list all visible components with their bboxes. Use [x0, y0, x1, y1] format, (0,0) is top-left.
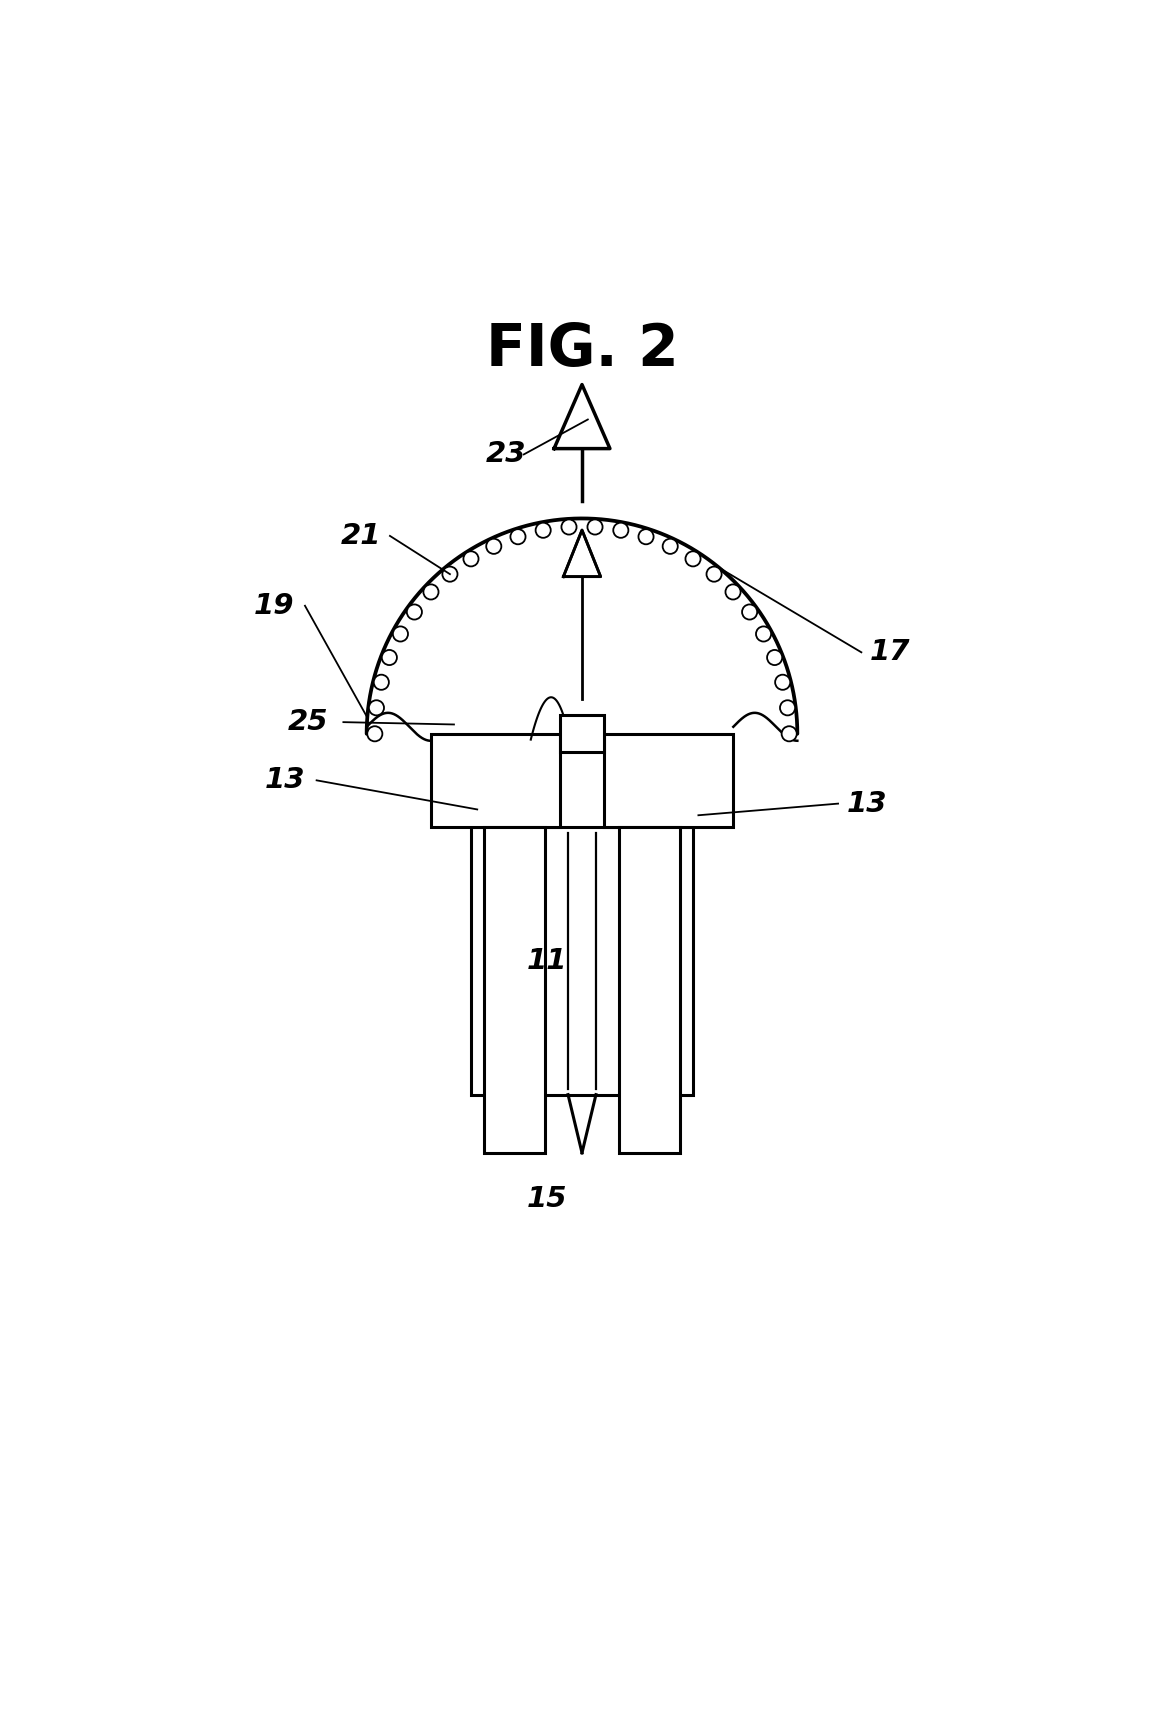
Circle shape: [424, 584, 439, 599]
Bar: [431, 734, 560, 827]
Bar: [560, 716, 604, 752]
Circle shape: [374, 675, 389, 690]
Circle shape: [510, 529, 525, 544]
Bar: [619, 827, 680, 1152]
Circle shape: [406, 604, 421, 620]
Text: 11: 11: [527, 947, 567, 974]
Circle shape: [393, 627, 409, 642]
Polygon shape: [554, 385, 610, 449]
Text: 23: 23: [487, 440, 526, 469]
Polygon shape: [563, 531, 601, 577]
Text: 19: 19: [254, 592, 293, 620]
Circle shape: [588, 519, 603, 534]
Bar: [604, 734, 733, 827]
Circle shape: [639, 529, 654, 544]
Circle shape: [613, 522, 629, 538]
Circle shape: [535, 522, 551, 538]
Text: FIG. 2: FIG. 2: [485, 322, 679, 378]
Circle shape: [707, 567, 722, 582]
Text: 13: 13: [265, 767, 305, 794]
Circle shape: [442, 567, 457, 582]
Circle shape: [780, 700, 795, 716]
Text: 15: 15: [527, 1185, 567, 1214]
Bar: [471, 827, 693, 1094]
Circle shape: [743, 604, 758, 620]
Text: 25: 25: [289, 709, 328, 736]
Bar: [484, 827, 545, 1152]
Circle shape: [382, 651, 397, 664]
Circle shape: [367, 726, 382, 741]
Circle shape: [463, 551, 478, 567]
Circle shape: [781, 726, 796, 741]
Circle shape: [561, 519, 576, 534]
Circle shape: [686, 551, 701, 567]
Circle shape: [487, 539, 502, 555]
Circle shape: [725, 584, 740, 599]
Text: 17: 17: [871, 639, 910, 666]
Circle shape: [662, 539, 677, 555]
Text: 21: 21: [341, 522, 381, 550]
Text: 13: 13: [847, 789, 887, 818]
Circle shape: [369, 700, 384, 716]
Circle shape: [755, 627, 771, 642]
Circle shape: [767, 651, 782, 664]
Circle shape: [775, 675, 790, 690]
